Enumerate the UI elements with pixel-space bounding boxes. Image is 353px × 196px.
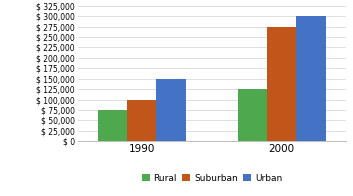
Bar <box>238 89 267 141</box>
Bar <box>297 16 325 141</box>
Bar <box>267 27 297 141</box>
Bar <box>156 79 186 141</box>
Bar <box>98 110 127 141</box>
Bar <box>127 100 156 141</box>
Legend: Rural, Suburban, Urban: Rural, Suburban, Urban <box>138 170 286 186</box>
